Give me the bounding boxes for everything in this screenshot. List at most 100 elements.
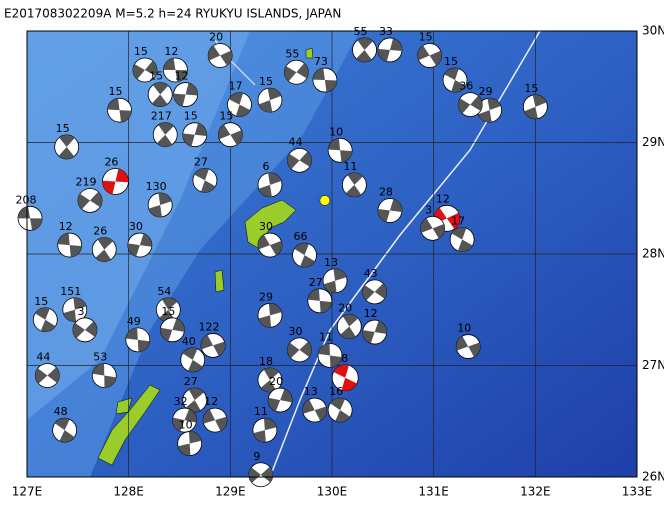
x-tick-label: 132E (520, 485, 551, 499)
beachball-quadrant (456, 336, 469, 351)
depth-label: 219 (76, 175, 97, 188)
x-tick-label: 130E (317, 485, 348, 499)
beachball-quadrant (158, 122, 174, 135)
depth-label: 15 (161, 305, 175, 318)
beachball-quadrant (203, 409, 216, 424)
depth-label: 15 (149, 70, 163, 83)
beachball-quadrant (258, 184, 272, 197)
depth-label: 13 (324, 256, 338, 269)
depth-label: 27 (184, 375, 198, 388)
beachball-quadrant (335, 410, 351, 423)
y-tick-label: 29N (642, 135, 664, 149)
beachball-quadrant (314, 406, 327, 421)
beachball-quadrant (84, 321, 97, 337)
beachball-quadrant (446, 212, 460, 229)
depth-label: 15 (109, 85, 123, 98)
depth-label: 17 (451, 215, 465, 228)
beachball-quadrant (307, 288, 320, 301)
depth-label: 12 (436, 192, 450, 205)
beachball-quadrant (268, 303, 282, 316)
depth-label: 30 (288, 325, 302, 338)
beachball-quadrant (156, 134, 173, 147)
beachball-quadrant (323, 280, 337, 293)
beachball-quadrant (215, 416, 228, 431)
y-tick-label: 28N (642, 247, 664, 261)
y-tick-label: 30N (642, 24, 664, 38)
x-tick-label: 131E (418, 485, 449, 499)
beachball-quadrant (420, 218, 433, 233)
beachball-quadrant (220, 50, 233, 66)
beachball-quadrant (263, 418, 277, 431)
beachball-quadrant (328, 138, 341, 151)
depth-label: 73 (314, 55, 328, 68)
beachball-quadrant (333, 364, 349, 378)
beachball-quadrant (35, 307, 50, 320)
depth-label: 15 (219, 110, 233, 123)
depth-label: 29 (479, 85, 493, 98)
beachball-quadrant (175, 70, 188, 82)
depth-label: 15 (184, 110, 198, 123)
depth-label: 29 (259, 290, 273, 303)
depth-label: 55 (285, 47, 299, 60)
beachball-quadrant (356, 49, 372, 62)
depth-label: 20 (338, 301, 352, 314)
depth-label: 15 (259, 75, 273, 88)
beachball-quadrant (119, 110, 132, 123)
beachball-quadrant (228, 92, 244, 105)
beachball-quadrant (260, 466, 273, 483)
beachball-quadrant (63, 309, 77, 322)
beachball-quadrant (125, 327, 138, 340)
beachball-quadrant (152, 82, 169, 95)
depth-label: 28 (379, 186, 393, 199)
beachball-quadrant (148, 204, 162, 217)
depth-label: 9 (253, 450, 260, 463)
depth-label: 17 (228, 80, 242, 93)
beachball-quadrant (194, 123, 207, 136)
depth-label: 3 (425, 203, 432, 216)
beachball-quadrant (300, 255, 315, 268)
beachball-quadrant (30, 218, 43, 231)
beachball-quadrant (444, 68, 459, 81)
beachball-quadrant (287, 342, 300, 359)
depth-label: 12 (364, 307, 378, 320)
beachball-quadrant (299, 151, 312, 167)
beachball-quadrant (468, 342, 481, 358)
depth-label: 32 (174, 395, 188, 408)
depth-label: 11 (343, 160, 357, 173)
beachball-quadrant (319, 300, 332, 313)
beachball-quadrant (341, 377, 357, 391)
beachball-quadrant (257, 234, 270, 250)
beachball-quadrant (201, 334, 214, 350)
y-tick-label: 26N (642, 470, 664, 484)
beachball-quadrant (200, 180, 216, 193)
beachball-quadrant (451, 227, 467, 240)
beachball-quadrant (194, 168, 209, 181)
depth-label: 130 (146, 180, 167, 193)
beachball-quadrant (163, 58, 176, 71)
depth-label: 10 (329, 125, 343, 138)
depth-label: 208 (16, 193, 37, 206)
beachball-quadrant (457, 239, 473, 252)
map-title: E201708302209A M=5.2 h=24 RYUKYU ISLANDS… (4, 7, 341, 21)
beachball-quadrant (182, 133, 195, 147)
beachball-quadrant (73, 297, 87, 310)
depth-label: 217 (151, 110, 172, 123)
beachball-quadrant (104, 375, 117, 388)
depth-label: 15 (419, 31, 433, 44)
beachball-quadrant (342, 314, 359, 327)
beachball-quadrant (90, 191, 103, 208)
beachball-quadrant (188, 431, 202, 444)
frame (26, 30, 638, 478)
beachball-quadrant (160, 327, 173, 342)
beachball-quadrant (302, 399, 315, 414)
beachball-quadrant (218, 124, 231, 140)
beachball-quadrant (470, 95, 483, 111)
beachball-quadrant (213, 341, 226, 356)
beachball-quadrant (312, 68, 325, 81)
beachball-quadrant (329, 355, 342, 368)
beachball-quadrant (374, 283, 387, 299)
beachball-quadrant (377, 48, 390, 62)
depth-label: 12 (175, 70, 189, 83)
depth-label: 10 (179, 419, 193, 432)
depth-label: 18 (259, 355, 273, 368)
